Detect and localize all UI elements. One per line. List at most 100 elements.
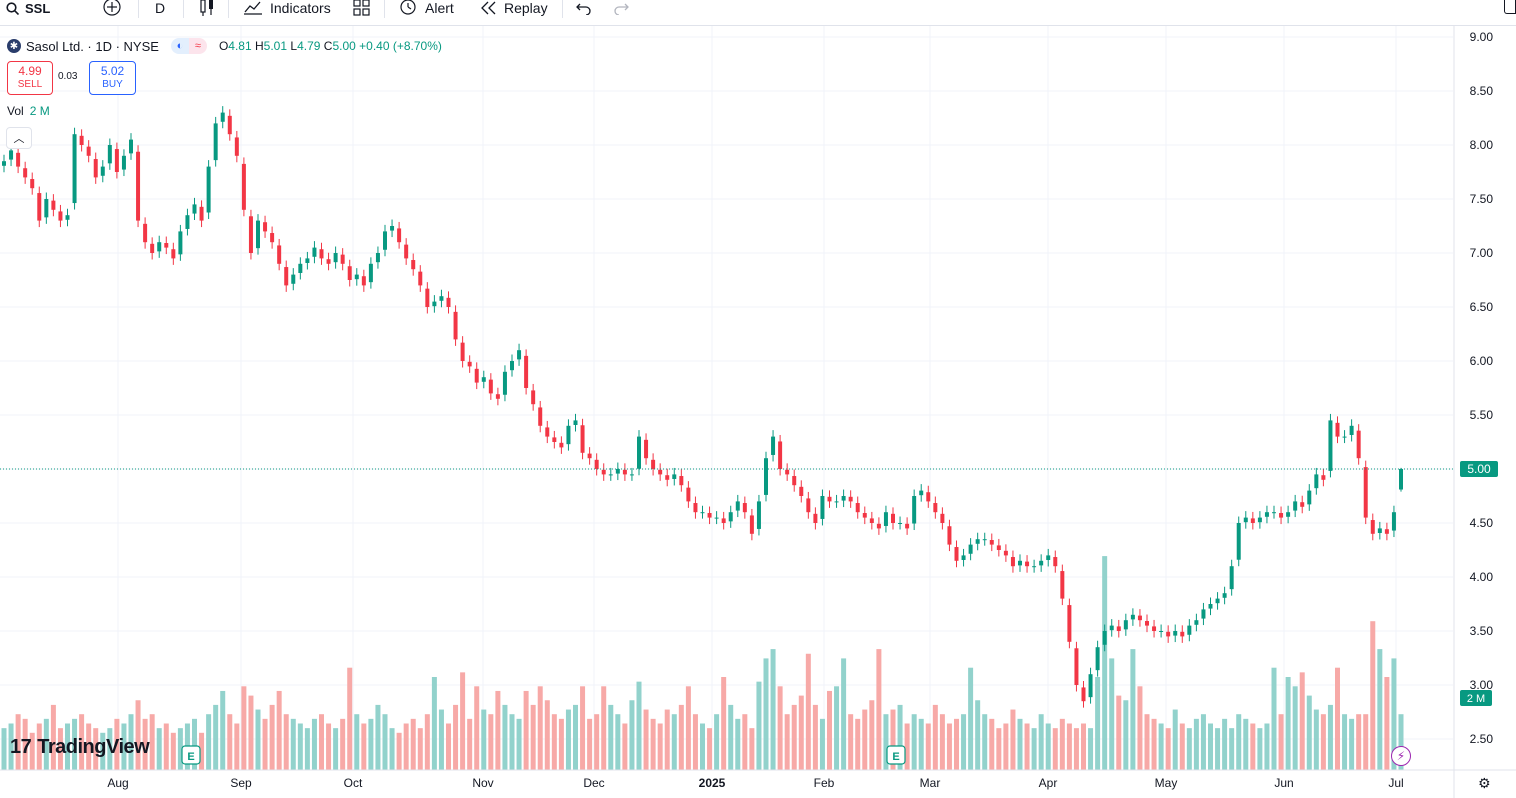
volume-bar — [608, 704, 614, 770]
volume-bar — [827, 690, 832, 770]
volume-bar — [149, 714, 155, 770]
volume-bar — [1327, 704, 1333, 770]
candle-body — [227, 115, 232, 135]
company-logo-icon: ✱ — [7, 39, 21, 53]
candle-body — [1335, 422, 1340, 437]
volume-bar — [841, 658, 847, 770]
candle-body — [658, 469, 663, 475]
volume-bar — [495, 690, 501, 770]
candle-body — [912, 496, 917, 524]
candle-body — [637, 436, 641, 469]
candle-body — [1279, 513, 1284, 518]
volume-bar — [128, 714, 134, 770]
candle-body — [65, 215, 70, 220]
volume-bar — [368, 718, 374, 770]
candle-body — [1081, 687, 1086, 702]
volume-bar — [248, 695, 254, 770]
candle-body — [538, 407, 543, 426]
chevron-up-icon: ︿ — [13, 133, 25, 145]
sell-button[interactable]: 4.99 SELL — [7, 61, 53, 95]
volume-bar — [50, 704, 56, 770]
candle-body — [580, 425, 585, 453]
candle-body — [1286, 512, 1291, 517]
toolbar-divider — [384, 0, 385, 18]
templates-button[interactable] — [353, 0, 371, 16]
volume-bar — [8, 723, 14, 770]
candle-body — [834, 501, 839, 503]
data-mode-pill[interactable]: ◐ ≈ — [170, 38, 207, 54]
candle-body — [1384, 529, 1389, 534]
candle-body — [996, 545, 1001, 550]
volume-bar — [671, 714, 677, 770]
volume-bar — [728, 704, 734, 770]
close-label: C — [323, 39, 333, 53]
volume-bar — [819, 718, 825, 770]
replay-button[interactable]: Replay — [480, 0, 548, 16]
time-tick-label: Oct — [344, 776, 363, 790]
volume-bar — [177, 728, 183, 770]
earnings-marker — [886, 745, 906, 765]
time-tick-label: Feb — [814, 776, 835, 790]
interval-button[interactable]: D — [155, 0, 165, 16]
candle-body — [573, 420, 578, 425]
volume-bar — [241, 686, 247, 770]
volume-bar — [1391, 658, 1397, 770]
volume-bar — [410, 718, 416, 770]
volume-bar — [700, 723, 705, 770]
volume-bar — [1102, 556, 1108, 770]
compare-button[interactable] — [102, 0, 122, 16]
volume-bar — [1278, 714, 1284, 770]
candle-body — [1272, 512, 1276, 514]
price-tick-label: 6.50 — [1470, 300, 1494, 314]
time-tick-label: Aug — [107, 776, 128, 790]
volume-bar — [643, 709, 649, 770]
undo-button[interactable] — [576, 0, 592, 16]
collapse-legend-button[interactable]: ︿ — [6, 127, 32, 149]
symbol-title[interactable]: Sasol Ltd. · 1D · NYSE — [26, 38, 159, 54]
symbol-search[interactable]: SSL — [6, 0, 50, 16]
volume-bar — [530, 704, 536, 770]
candle-body — [1201, 609, 1206, 619]
chart-type-button[interactable] — [198, 0, 216, 16]
volume-bar — [1257, 728, 1263, 770]
volume-bar — [565, 709, 571, 770]
alert-button[interactable]: Alert — [399, 0, 454, 16]
candle-body — [517, 350, 522, 360]
candle-body — [1187, 625, 1192, 635]
buy-label: BUY — [102, 79, 123, 90]
volume-bar — [375, 704, 381, 770]
volume-bar — [1045, 723, 1051, 770]
tradingview-logo[interactable]: 17 TradingView — [10, 736, 150, 759]
candle-body — [481, 377, 486, 382]
buy-button[interactable]: 5.02 BUY — [89, 61, 136, 95]
candle-body — [319, 249, 324, 259]
candle-body — [1039, 560, 1044, 566]
candle-body — [813, 513, 818, 523]
candle-body — [1003, 550, 1008, 556]
volume-bar — [1151, 718, 1157, 770]
volume-bar — [22, 718, 28, 770]
indicators-button[interactable]: Indicators — [244, 0, 331, 16]
volume-bar — [326, 723, 332, 770]
candle-body — [905, 523, 910, 529]
volume-bar — [403, 723, 409, 770]
volume-bar — [1059, 718, 1065, 770]
volume-bar — [1377, 649, 1383, 770]
lightning-icon[interactable]: ⚡ — [1391, 746, 1411, 766]
wave-icon: ≈ — [188, 38, 207, 54]
candle-body — [940, 513, 945, 523]
candle-body — [651, 459, 656, 469]
earnings-marker — [181, 745, 201, 765]
redo-button[interactable] — [613, 0, 629, 16]
candle-body — [827, 496, 832, 502]
gear-icon[interactable]: ⚙ — [1478, 775, 1491, 791]
volume-bar — [114, 718, 120, 770]
candle-body — [1370, 520, 1375, 534]
change-value: +0.40 (+8.70%) — [359, 39, 442, 53]
volume-bar — [657, 723, 663, 770]
volume-bar — [502, 704, 508, 770]
volume-bar — [918, 718, 924, 770]
candle-body — [1321, 475, 1326, 480]
price-tick-label: 2.50 — [1470, 732, 1494, 746]
